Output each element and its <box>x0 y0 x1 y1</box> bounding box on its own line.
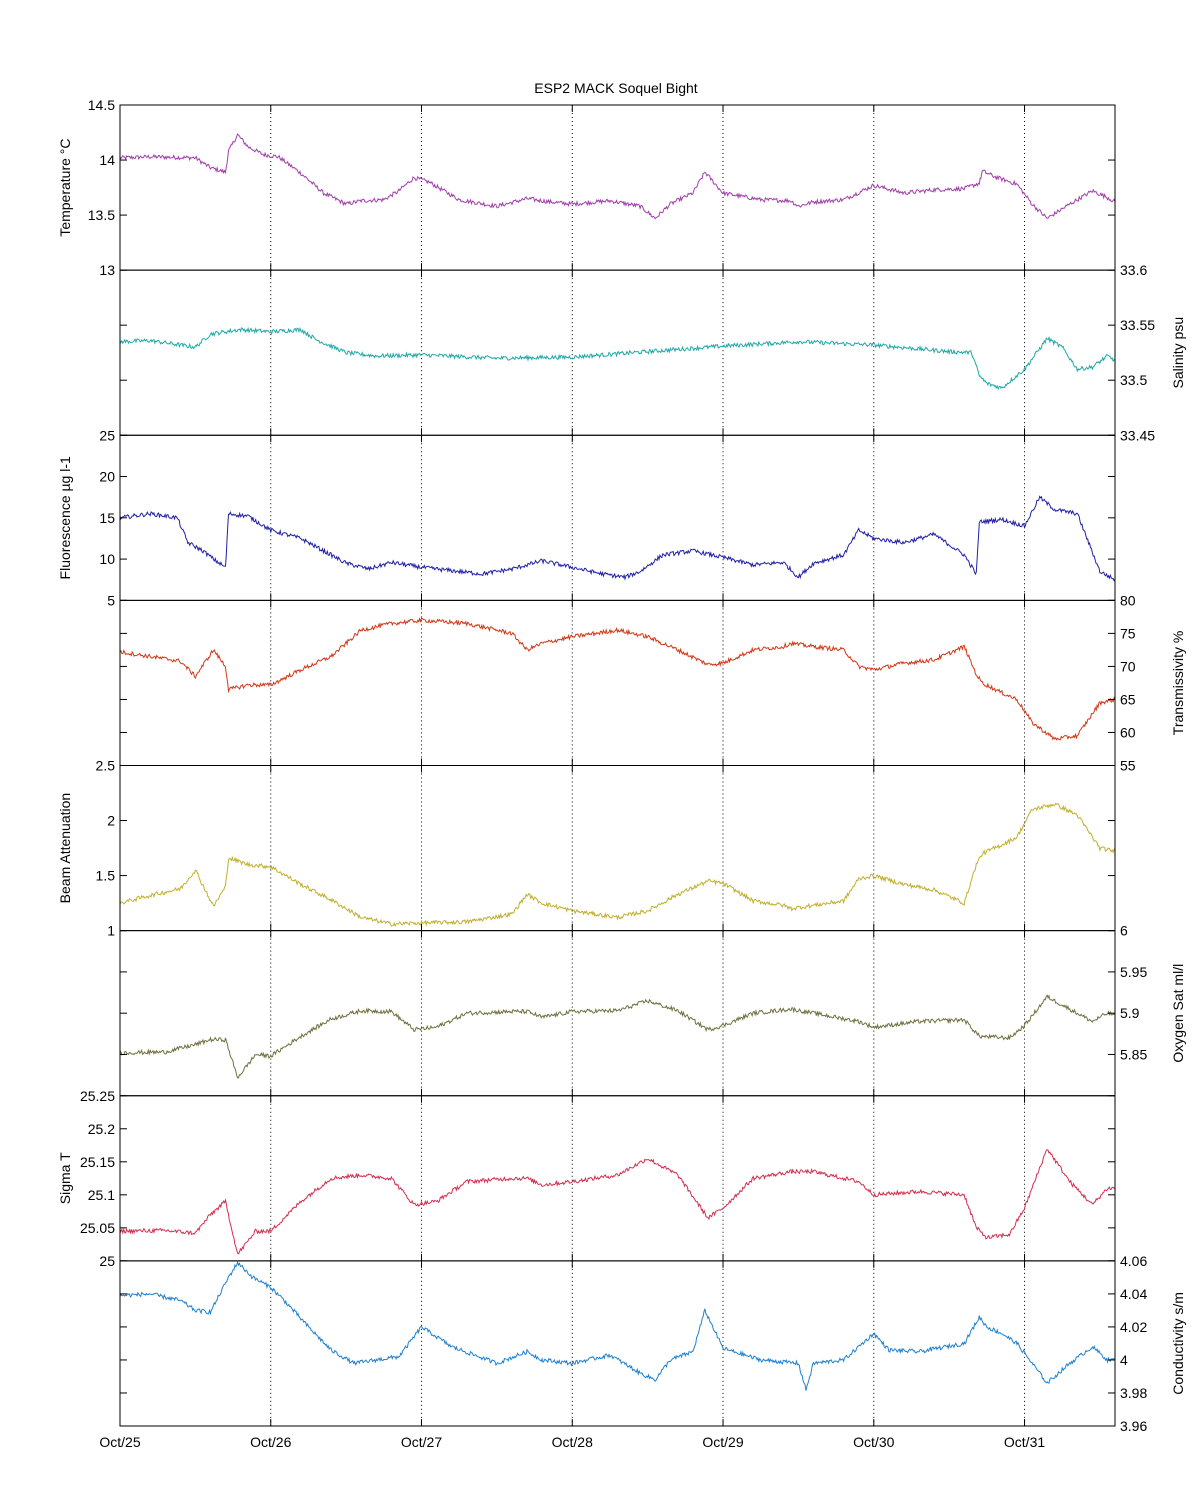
y-tick-label: 2.5 <box>96 758 116 774</box>
y-tick-label: 33.45 <box>1120 427 1155 443</box>
y-tick-label: 80 <box>1120 592 1136 608</box>
panel-beam-attenuation: 1 1.5 2 2.5 Beam Attenuation <box>57 758 1116 939</box>
x-tick-label: Oct/27 <box>401 1434 442 1450</box>
chart-title: ESP2 MACK Soquel Bight <box>534 80 698 96</box>
y-tick-label: 5 <box>107 592 115 608</box>
y-tick-label: 25.1 <box>88 1187 115 1203</box>
y-tick-label: 25.25 <box>80 1088 115 1104</box>
y-axis-label-beam-attenuation: Beam Attenuation <box>57 793 73 904</box>
y-tick-label: 1.5 <box>96 868 116 884</box>
x-tick-label: Oct/28 <box>552 1434 593 1450</box>
panel-conductivity: 3.96 3.98 4 4.02 4.04 4.06 Conductivity s/m <box>119 1253 1186 1434</box>
x-tick-label: Oct/25 <box>99 1434 140 1450</box>
y-tick-label: 20 <box>99 469 115 485</box>
series-line-beam-attenuation <box>119 802 1116 928</box>
y-tick-label: 3.96 <box>1120 1418 1147 1434</box>
y-axis-label-salinity: Salinity psu <box>1170 317 1186 389</box>
panel-temperature: 13 13.5 14 14.5 Temperature °C <box>57 97 1116 278</box>
x-tick-label: Oct/30 <box>853 1434 894 1450</box>
y-tick-label: 6 <box>1120 923 1128 939</box>
y-tick-label: 70 <box>1120 658 1136 674</box>
y-axis-label-temperature: Temperature °C <box>57 138 73 236</box>
panel-salinity: 33.45 33.5 33.55 33.6 Salinity psu <box>119 262 1186 443</box>
panel-frame <box>119 1095 1116 1262</box>
y-tick-label: 3.98 <box>1120 1385 1147 1401</box>
y-axis-label-sigma-t: Sigma T <box>57 1152 73 1204</box>
panel-frame <box>119 599 1116 766</box>
panel-sigma-t: 25 25.05 25.1 25.15 25.2 25.25 Sigma T <box>57 1088 1116 1269</box>
panel-fluorescence: 5 10 15 20 25 Fluorescence µg l-1 <box>57 427 1116 608</box>
y-tick-label: 5.85 <box>1120 1046 1147 1062</box>
y-tick-label: 4.04 <box>1120 1286 1147 1302</box>
series-line-temperature <box>119 133 1116 220</box>
series-line-transmissivity <box>119 617 1116 741</box>
y-tick-label: 65 <box>1120 691 1136 707</box>
y-tick-label: 13.5 <box>88 207 115 223</box>
y-tick-label: 1 <box>107 923 115 939</box>
y-tick-label: 4.06 <box>1120 1253 1147 1269</box>
y-tick-label: 14.5 <box>88 97 115 113</box>
y-axis-label-transmissivity: Transmissivity % <box>1170 631 1186 736</box>
y-tick-label: 4.02 <box>1120 1319 1147 1335</box>
y-tick-label: 33.5 <box>1120 372 1147 388</box>
y-tick-label: 5.95 <box>1120 964 1147 980</box>
y-tick-label: 33.55 <box>1120 317 1155 333</box>
x-axis: Oct/25 Oct/26 Oct/27 Oct/28 Oct/29 Oct/30 Oct/… <box>99 1434 1045 1450</box>
x-tick-label: Oct/31 <box>1004 1434 1045 1450</box>
series-line-salinity <box>119 326 1116 391</box>
y-tick-label: 75 <box>1120 625 1136 641</box>
panel-frame <box>119 765 1116 932</box>
y-tick-label: 25.2 <box>88 1121 115 1137</box>
y-tick-label: 15 <box>99 510 115 526</box>
y-axis-label-conductivity: Conductivity s/m <box>1170 1292 1186 1395</box>
y-tick-label: 13 <box>99 262 115 278</box>
y-tick-label: 4 <box>1120 1352 1128 1368</box>
y-tick-label: 25.15 <box>80 1154 115 1170</box>
series-line-conductivity <box>119 1260 1116 1391</box>
panel-frame <box>119 104 1116 271</box>
panel-oxygen-sat: 5.85 5.9 5.95 6 Oxygen Sat ml/l <box>119 923 1186 1097</box>
y-axis-label-fluorescence: Fluorescence µg l-1 <box>57 456 73 579</box>
y-tick-label: 60 <box>1120 724 1136 740</box>
y-tick-label: 25.05 <box>80 1220 115 1236</box>
y-tick-label: 55 <box>1120 758 1136 774</box>
series-line-sigma-t <box>119 1149 1116 1255</box>
series-line-oxygen-sat <box>119 994 1116 1079</box>
panel-frame <box>119 1260 1116 1427</box>
panel-transmissivity: 55 60 65 70 75 80 Transmissivity % <box>119 592 1186 774</box>
y-tick-label: 2 <box>107 813 115 829</box>
y-axis-label-oxygen-sat: Oxygen Sat ml/l <box>1170 964 1186 1063</box>
x-tick-label: Oct/26 <box>250 1434 291 1450</box>
y-tick-label: 33.6 <box>1120 262 1147 278</box>
y-tick-label: 5.9 <box>1120 1005 1140 1021</box>
y-tick-label: 10 <box>99 551 115 567</box>
x-tick-label: Oct/29 <box>702 1434 743 1450</box>
y-tick-label: 25 <box>99 427 115 443</box>
y-tick-label: 14 <box>99 152 115 168</box>
series-line-fluorescence <box>119 495 1116 582</box>
panel-frame <box>119 930 1116 1097</box>
y-tick-label: 25 <box>99 1253 115 1269</box>
